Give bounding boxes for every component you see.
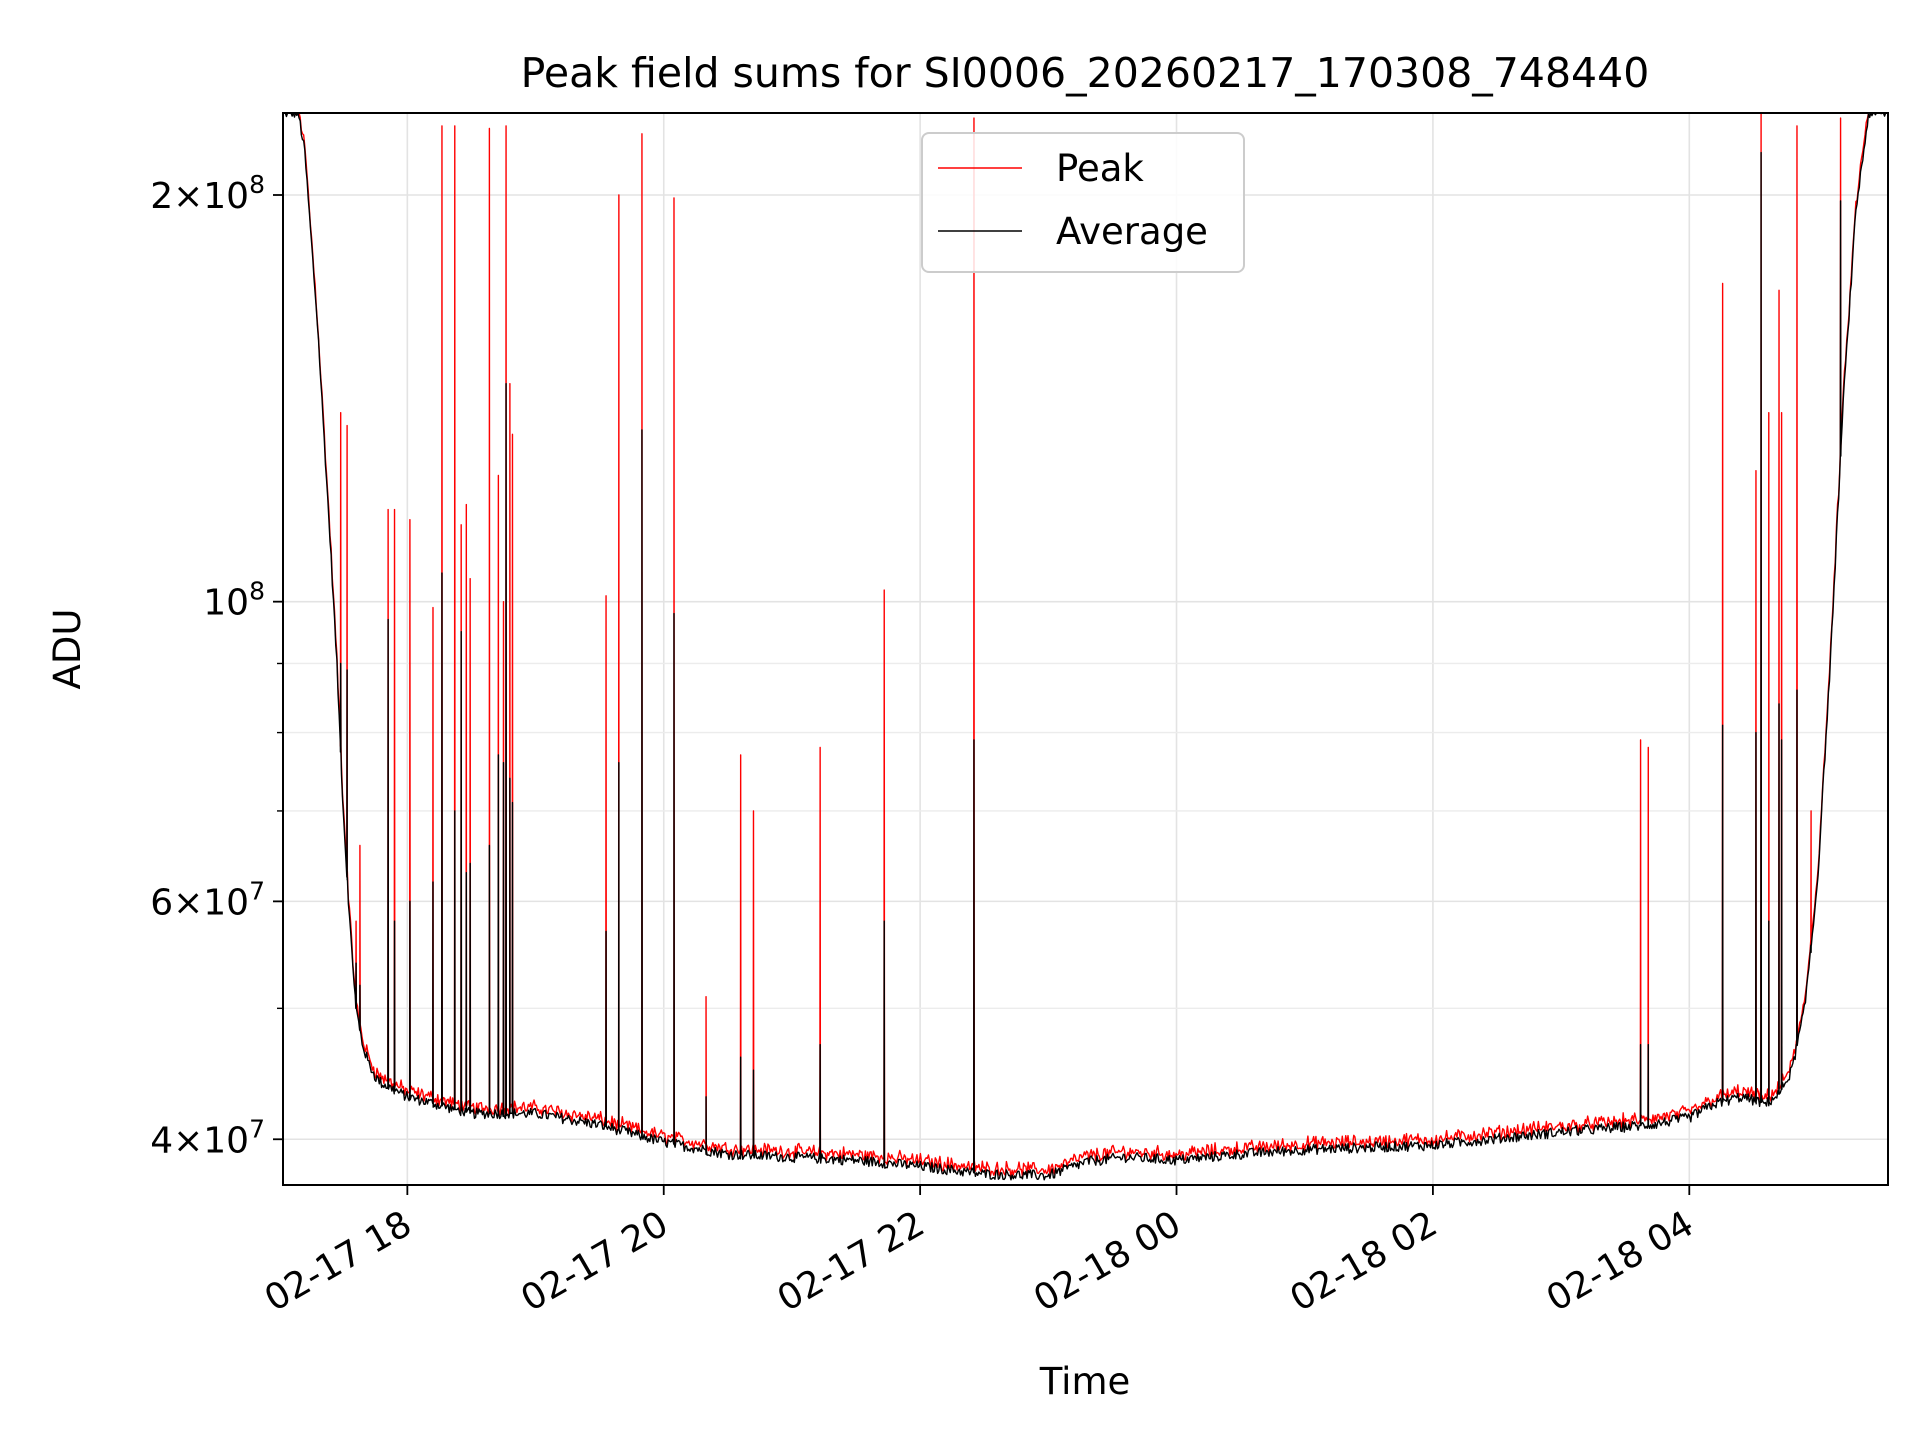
legend-peak-label: Peak <box>1056 147 1144 190</box>
average-series-line <box>283 112 1888 1181</box>
x-axis-label: Time <box>1039 1360 1131 1403</box>
y-tick-base: ×10 <box>173 176 249 217</box>
chart-title: Peak field sums for SI0006_20260217_1703… <box>521 49 1650 97</box>
y-tick-base: ×10 <box>173 882 249 923</box>
plot-frame <box>282 112 1889 1186</box>
y-tick-mantissa: 6 <box>150 882 173 923</box>
y-tick-mantissa: 4 <box>150 1120 173 1161</box>
y-tick-label: 4×107 <box>150 1114 265 1161</box>
series-layer <box>283 112 1888 1181</box>
y-tick-label: 2×108 <box>150 170 265 217</box>
y-tick-label: 108 <box>203 577 265 624</box>
legend: Peak Average <box>921 132 1245 273</box>
y-tick-base: ×10 <box>173 1120 249 1161</box>
y-tick-label: 6×107 <box>150 876 265 923</box>
legend-average-label: Average <box>1056 210 1208 253</box>
y-tick-exponent: 8 <box>249 170 265 199</box>
y-tick-exponent: 7 <box>249 1114 265 1143</box>
y-tick-base: 10 <box>203 583 249 624</box>
y-tick-exponent: 7 <box>249 876 265 905</box>
y-tick-exponent: 8 <box>249 577 265 606</box>
y-axis-label: ADU <box>46 609 89 690</box>
y-tick-mantissa: 2 <box>150 176 173 217</box>
